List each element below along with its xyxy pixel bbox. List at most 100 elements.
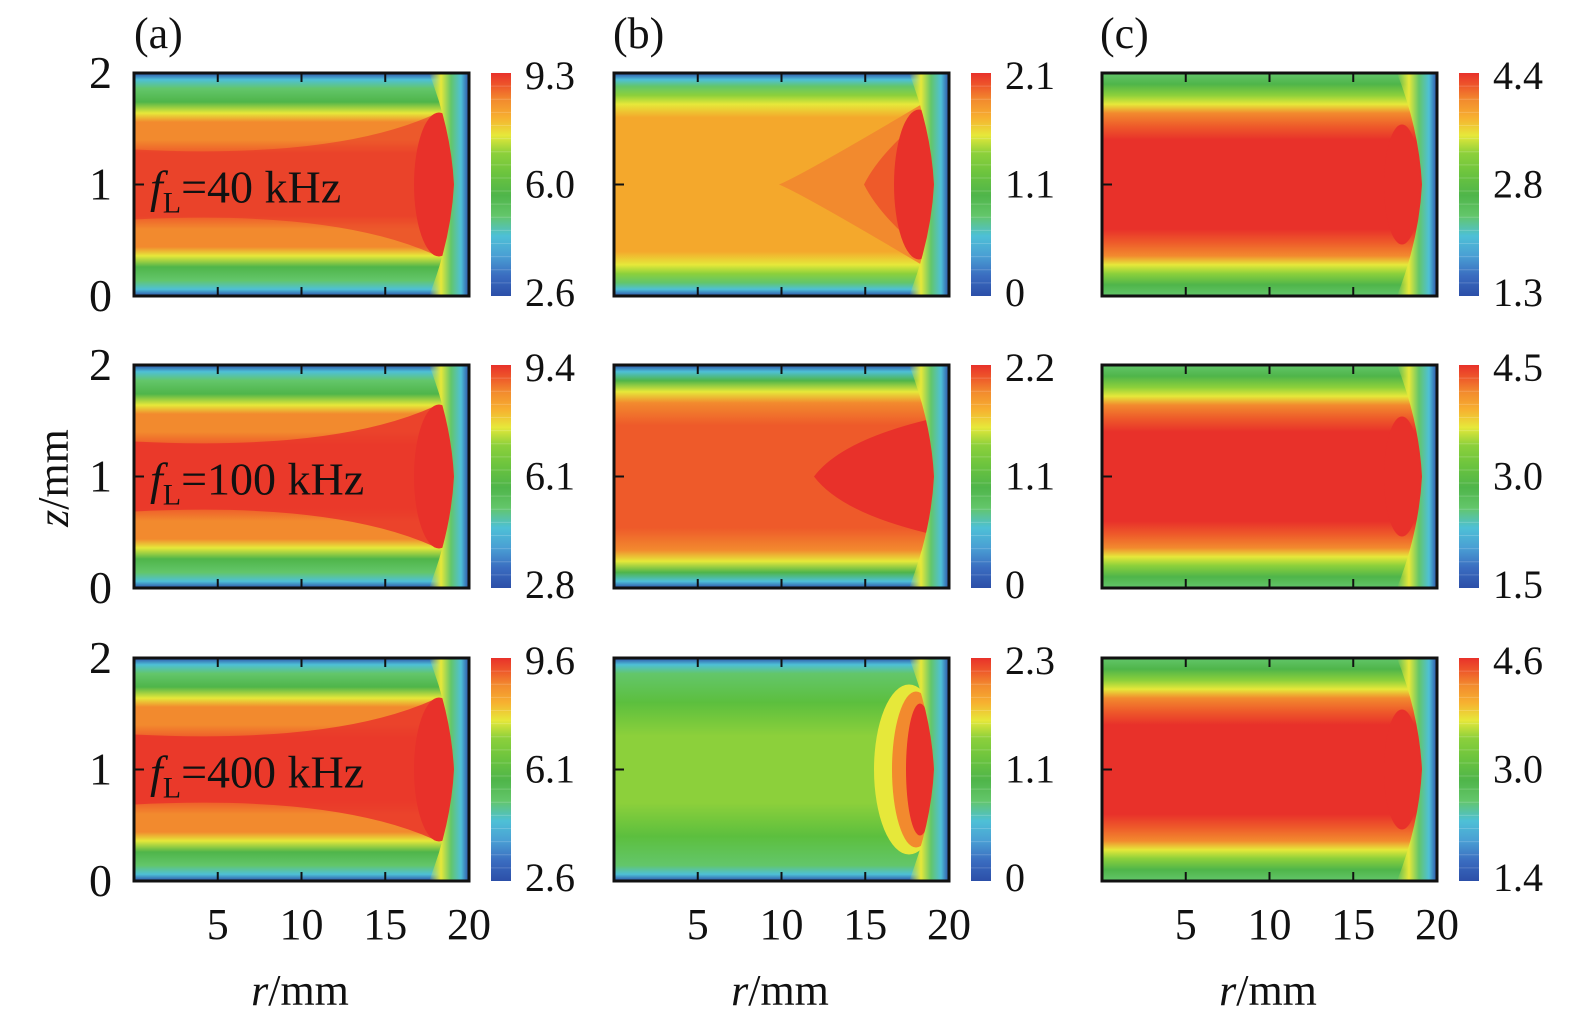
y-axis-label: z/mm [29, 429, 78, 528]
colorbar-tick-label: 9.4 [525, 345, 575, 390]
colorbar-tick-label: 6.0 [525, 162, 575, 207]
y-tick-label: 1 [89, 451, 112, 502]
y-tick-label: 0 [89, 562, 112, 613]
contour-hotspot [906, 703, 934, 836]
x-tick-label: 5 [1175, 900, 1197, 949]
colorbar-tick-label: 3.0 [1493, 454, 1543, 499]
x-tick-label: 20 [447, 900, 491, 949]
contour-band [1102, 365, 1437, 588]
colorbar [971, 365, 991, 588]
x-tick-label: 15 [363, 900, 407, 949]
contour-wall [429, 658, 469, 881]
y-tick-label: 1 [89, 744, 112, 795]
colorbar-tick-label: 1.4 [1493, 855, 1543, 900]
y-tick-label: 2 [89, 47, 112, 98]
contour-fill [134, 365, 469, 588]
contour-fill [1102, 73, 1437, 296]
contour-fill [614, 365, 949, 588]
frequency-annotation: fL=400 kHz [150, 747, 364, 805]
x-tick-label: 10 [280, 900, 324, 949]
colorbar-tick-label: 2.8 [525, 562, 575, 607]
colorbar [491, 365, 511, 588]
contour-wall [429, 73, 469, 296]
colorbar [1459, 658, 1479, 881]
x-axis-label-c: r/mm [1219, 966, 1317, 1015]
contour-panel-c-row1: 4.4 2.8 1.3 [1100, 53, 1543, 315]
y-tick-label: 1 [89, 159, 112, 210]
contour-wall [1397, 365, 1437, 588]
contour-fill [614, 73, 949, 296]
x-tick-label: 10 [1248, 900, 1292, 949]
contour-hotspot [1384, 416, 1420, 537]
x-axis-label-a: r/mm [251, 966, 349, 1015]
contour-fill [614, 658, 949, 881]
colorbar-tick-label: 2.2 [1005, 345, 1055, 390]
contour-wall [429, 365, 469, 588]
x-tick-label: 20 [1415, 900, 1459, 949]
contour-panel-a-row2: 0 1 2 fL=100 kHz 9.4 6.1 2.8 [89, 339, 575, 613]
colorbar-tick-label: 0 [1005, 562, 1025, 607]
contour-panel-a-row3: 5 10 15 20 0 1 2 fL=400 kHz 9.6 6.1 2.6 [89, 632, 575, 949]
colorbar [971, 658, 991, 881]
y-tick-label: 0 [89, 855, 112, 906]
colorbar-tick-label: 2.6 [525, 855, 575, 900]
x-axis-label-b: r/mm [731, 966, 829, 1015]
contour-fill [1102, 365, 1437, 588]
contour-panel-c-row3: 5 10 15 20 4.6 3.0 1.4 [1100, 638, 1543, 949]
colorbar-tick-label: 4.4 [1493, 53, 1543, 98]
colorbar-tick-label: 3.0 [1493, 747, 1543, 792]
contour-panel-b-row2: 2.2 1.1 0 [612, 345, 1055, 607]
contour-core [134, 699, 434, 840]
colorbar [491, 73, 511, 296]
y-tick-label: 2 [89, 339, 112, 390]
panel-grid: 0 1 2 fL=40 kHz 9.3 6.0 2.6 2.1 1.1 0 4.4 2.8 1.3 0 1 2… [89, 47, 1543, 949]
contour-wall [909, 365, 949, 588]
x-tick-label: 5 [207, 900, 229, 949]
contour-hotspot [814, 415, 949, 538]
x-tick-label: 15 [1331, 900, 1375, 949]
colorbar-tick-label: 0 [1005, 855, 1025, 900]
panel-label-a: (a) [134, 9, 183, 58]
contour-band [1102, 73, 1437, 296]
colorbar-tick-label: 2.8 [1493, 162, 1543, 207]
colorbar-tick-label: 9.3 [525, 53, 575, 98]
colorbar-tick-label: 6.1 [525, 454, 575, 499]
colorbar-tick-label: 1.3 [1493, 270, 1543, 315]
colorbar-tick-label: 0 [1005, 270, 1025, 315]
contour-core [134, 406, 434, 547]
contour-wall [909, 658, 949, 881]
contour-fill [134, 73, 469, 296]
contour-panel-b-row1: 2.1 1.1 0 [612, 53, 1055, 315]
contour-panel-c-row2: 4.5 3.0 1.5 [1100, 345, 1543, 607]
colorbar-tick-label: 1.1 [1005, 747, 1055, 792]
colorbar-tick-label: 1.1 [1005, 454, 1055, 499]
contour-wall [1397, 73, 1437, 296]
contour-band [1102, 658, 1437, 881]
x-tick-label: 20 [927, 900, 971, 949]
contour-hotspot [1384, 124, 1420, 245]
contour-hotspot [1384, 709, 1420, 830]
colorbar-tick-label: 2.3 [1005, 638, 1055, 683]
x-tick-label: 10 [760, 900, 804, 949]
contour-wall [1397, 658, 1437, 881]
colorbar [971, 73, 991, 296]
x-tick-label: 15 [843, 900, 887, 949]
y-tick-label: 2 [89, 632, 112, 683]
colorbar [491, 658, 511, 881]
colorbar-tick-label: 1.1 [1005, 162, 1055, 207]
colorbar-tick-label: 9.6 [525, 638, 575, 683]
colorbar [1459, 365, 1479, 588]
x-tick-label: 5 [687, 900, 709, 949]
contour-panel-b-row3: 5 10 15 20 2.3 1.1 0 [612, 638, 1055, 949]
panel-label-b: (b) [613, 9, 664, 58]
colorbar-tick-label: 4.6 [1493, 638, 1543, 683]
panel-label-c: (c) [1100, 9, 1149, 58]
contour-panel-a-row1: 0 1 2 fL=40 kHz 9.3 6.0 2.6 [89, 47, 575, 321]
colorbar-tick-label: 4.5 [1493, 345, 1543, 390]
colorbar-tick-label: 6.1 [525, 747, 575, 792]
colorbar-tick-label: 2.6 [525, 270, 575, 315]
frequency-annotation: fL=100 kHz [150, 454, 364, 512]
frequency-annotation: fL=40 kHz [150, 162, 341, 220]
y-tick-label: 0 [89, 270, 112, 321]
